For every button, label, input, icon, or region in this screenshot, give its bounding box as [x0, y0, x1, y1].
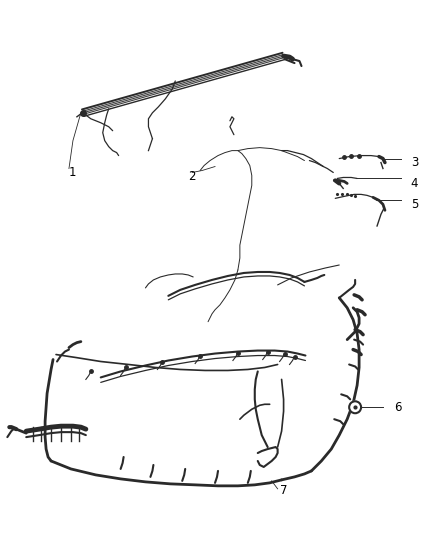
Text: 4: 4 [411, 177, 418, 190]
Text: 6: 6 [394, 401, 401, 414]
Text: 7: 7 [279, 484, 287, 497]
Text: 1: 1 [69, 166, 77, 179]
Circle shape [349, 401, 361, 413]
Text: 5: 5 [411, 198, 418, 211]
Text: 2: 2 [188, 170, 196, 183]
Text: 3: 3 [411, 156, 418, 169]
